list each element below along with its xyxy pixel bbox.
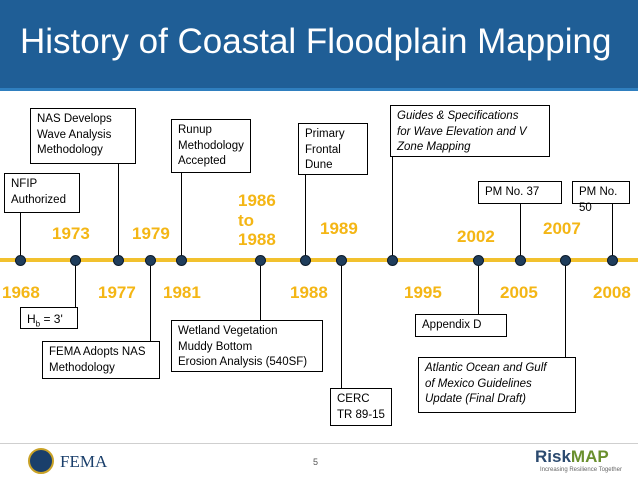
event-box-appendix-d: Appendix D [415, 314, 507, 337]
year-label-1981: 1981 [163, 283, 201, 302]
year-label-2007: 2007 [543, 219, 581, 238]
year-label-1989: 1989 [320, 219, 358, 238]
marker-wetland [255, 255, 266, 266]
marker-hb [70, 255, 81, 266]
event-box-fema-adopts: FEMA Adopts NAS Methodology [42, 341, 160, 379]
year-label-2005: 2005 [500, 283, 538, 302]
riskmap-logo: RiskMAP [535, 447, 609, 467]
marker-cerc [336, 255, 347, 266]
connector-pm50 [612, 204, 613, 260]
event-box-pm50: PM No. 50 [572, 181, 630, 214]
marker-primary-dune [300, 255, 311, 266]
connector-hb [75, 260, 76, 307]
marker-pm50 [607, 255, 618, 266]
marker-atlantic [560, 255, 571, 266]
connector-runup [181, 173, 182, 260]
event-box-cerc: CERC TR 89-15 [330, 388, 392, 426]
riskmap-logo-map: MAP [570, 447, 609, 466]
event-box-wetland: Wetland Vegetation Muddy Bottom Erosion An… [171, 320, 323, 372]
connector-cerc [341, 260, 342, 388]
dhs-seal-icon [28, 448, 54, 474]
event-box-nas-develops: NAS Develops Wave Analysis Methodology [30, 108, 136, 164]
year-label-1977: 1977 [98, 283, 136, 302]
year-label-1986: 1986 to 1988 [238, 191, 276, 250]
year-label-2008: 2008 [593, 283, 631, 302]
marker-nas-develops [113, 255, 124, 266]
event-box-atlantic: Atlantic Ocean and Gulf of Mexico Guideli… [418, 357, 576, 413]
riskmap-logo-risk: Risk [535, 447, 571, 466]
connector-appendix-d [478, 260, 479, 314]
marker-nfip [15, 255, 26, 266]
event-box-guides: Guides & Specifications for Wave Elevatio… [390, 105, 550, 157]
fema-logo: FEMA [60, 452, 108, 471]
event-box-pm37: PM No. 37 [478, 181, 562, 204]
event-box-runup: Runup Methodology Accepted [171, 119, 251, 173]
marker-runup [176, 255, 187, 266]
connector-primary-dune [305, 175, 306, 260]
title-bar: History of Coastal Floodplain Mapping [0, 0, 638, 88]
footer [0, 444, 638, 479]
marker-fema-adopts [145, 255, 156, 266]
footer-divider [0, 443, 638, 444]
connector-nas-develops [118, 164, 119, 260]
event-box-hb: Hb = 3' [20, 307, 78, 329]
year-label-1973: 1973 [52, 224, 90, 243]
marker-appendix-d [473, 255, 484, 266]
riskmap-tagline: Increasing Resilience Together [540, 467, 622, 473]
year-label-1979: 1979 [132, 224, 170, 243]
connector-wetland [260, 260, 261, 320]
marker-guides [387, 255, 398, 266]
year-label-1995: 1995 [404, 283, 442, 302]
timeline-axis [0, 258, 638, 262]
event-box-nfip: NFIP Authorized [4, 173, 80, 213]
connector-fema-adopts [150, 260, 151, 341]
connector-nfip [20, 213, 21, 260]
connector-guides [392, 157, 393, 260]
year-label-1968: 1968 [2, 283, 40, 302]
title-underline [0, 88, 638, 91]
slide-title: History of Coastal Floodplain Mapping [20, 22, 612, 61]
marker-pm37 [515, 255, 526, 266]
year-label-1988: 1988 [290, 283, 328, 302]
page-number: 5 [313, 457, 319, 467]
connector-atlantic [565, 260, 566, 357]
connector-pm37 [520, 204, 521, 260]
year-label-2002: 2002 [457, 227, 495, 246]
event-box-primary-dune: Primary Frontal Dune [298, 123, 368, 175]
